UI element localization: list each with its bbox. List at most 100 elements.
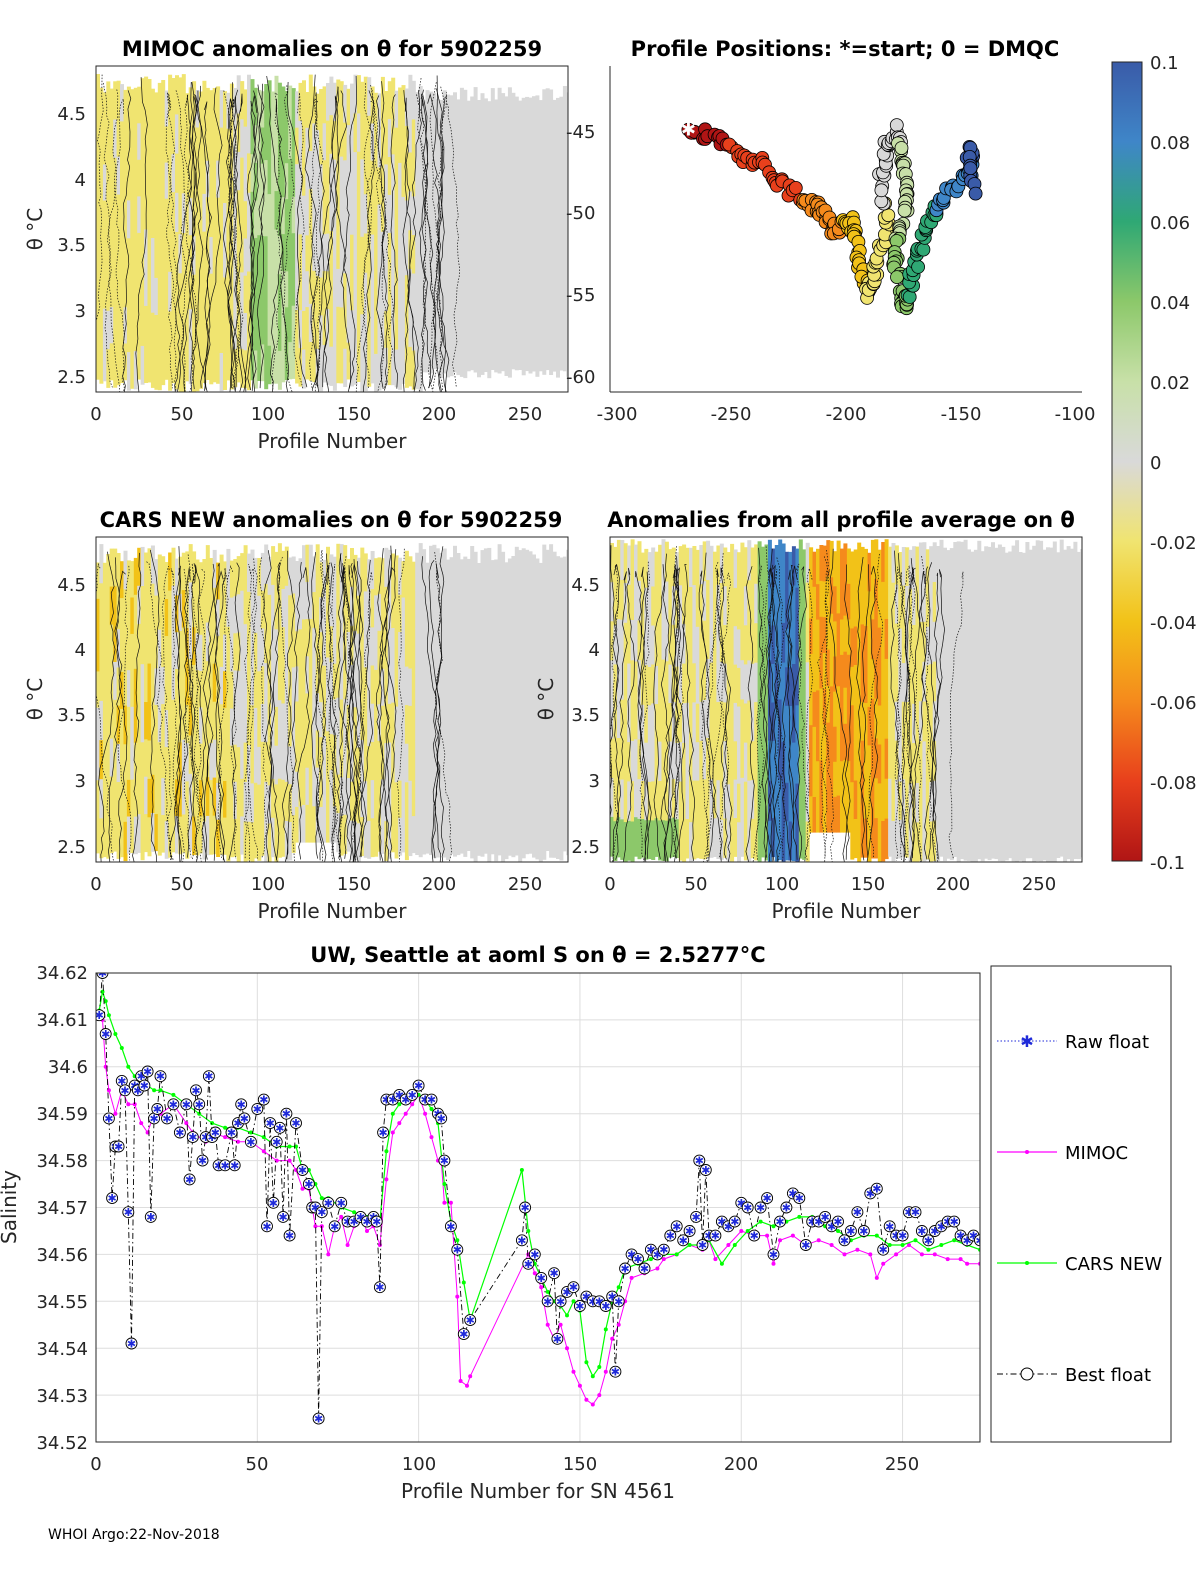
heatmap-cell [542, 124, 547, 162]
heatmap-cell [456, 741, 461, 780]
heatmap-cell [1070, 665, 1074, 706]
heatmap-cell [229, 274, 234, 314]
heatmap-cell [477, 203, 481, 239]
heatmap-cell [980, 667, 985, 707]
heatmap-cell [195, 90, 200, 129]
heatmap-cell [96, 780, 100, 818]
heatmap-cell [850, 705, 855, 745]
heatmap-cell [521, 703, 526, 743]
heatmap-cell [315, 767, 320, 806]
heatmap-cell [308, 767, 313, 806]
contour-line [698, 570, 723, 862]
heatmap-cell [1059, 539, 1064, 580]
best-float-point [315, 1206, 328, 1219]
heatmap-cell [99, 622, 104, 663]
heatmap-cell [1032, 545, 1037, 586]
heatmap-cell [250, 627, 255, 668]
heatmap-cell [905, 818, 910, 858]
heatmap-cell [528, 815, 533, 854]
heatmap-cell [281, 741, 286, 781]
heatmap-cell [226, 200, 231, 237]
heatmap-cell [133, 313, 138, 352]
heatmap-cell [178, 234, 183, 274]
heatmap-cell [490, 596, 495, 635]
heatmap-cell [556, 237, 560, 273]
heatmap-cell [528, 626, 533, 665]
heatmap-cell [1035, 700, 1040, 741]
colorbar-tick: -0.08 [1150, 773, 1197, 794]
heatmap-cell [154, 129, 159, 168]
heatmap-cell [281, 197, 286, 235]
heatmap-cell [154, 741, 159, 779]
heatmap-cell [302, 545, 306, 583]
heatmap-cell [164, 747, 169, 785]
heatmap-cell [442, 664, 447, 704]
heatmap-cell [490, 670, 495, 708]
heatmap-cell [963, 619, 968, 661]
heatmap-cell [319, 277, 324, 316]
heatmap-cell [521, 741, 526, 781]
heatmap-cell [473, 590, 478, 630]
raw-float-point: ✱ [930, 1225, 939, 1238]
heatmap-cell [161, 232, 166, 271]
heatmap-cell [525, 625, 530, 665]
heatmap-cell [116, 156, 121, 196]
heatmap-cell [446, 634, 451, 673]
heatmap-cell [219, 202, 224, 241]
heatmap-cell [305, 163, 310, 201]
heatmap-cell [507, 159, 512, 197]
mimoc-point [629, 1275, 634, 1280]
mimoc-point [410, 1102, 415, 1107]
raw-float-point: ✱ [266, 1117, 275, 1130]
heatmap-cell [446, 235, 451, 272]
best-float-point [296, 1164, 309, 1176]
heatmap-cell [870, 579, 875, 620]
heatmap-cell [439, 740, 444, 780]
heatmap-cell [137, 700, 142, 739]
heatmap-cell [785, 821, 790, 861]
heatmap-cell [894, 818, 899, 859]
heatmap-cell [223, 817, 227, 855]
heatmap-cell [394, 349, 399, 388]
heatmap-cell [984, 702, 989, 742]
heatmap-cell [442, 337, 447, 374]
heatmap-cell [106, 119, 111, 159]
mimoc-point [590, 1402, 595, 1407]
heatmap-cell [532, 164, 536, 200]
raw-float-point: ✱ [101, 1028, 110, 1041]
heatmap-cell [243, 350, 248, 389]
best-float-point [851, 1206, 864, 1219]
heatmap-cell [453, 817, 457, 857]
heatmap-cell [302, 730, 306, 769]
heatmap-cell [398, 817, 403, 856]
mimoc-point [945, 1257, 950, 1262]
heatmap-cell [123, 821, 128, 862]
heatmap-cell [528, 551, 533, 590]
raw-float-point: ✱ [737, 1197, 746, 1210]
heatmap-cell [532, 667, 536, 707]
heatmap-cell [113, 272, 118, 312]
heatmap-cell [312, 592, 317, 629]
heatmap-cell [713, 780, 717, 819]
contour-line [701, 552, 715, 862]
heatmap-cell [102, 709, 107, 747]
heatmap-cell [408, 308, 413, 348]
heatmap-cell [1039, 820, 1044, 862]
heatmap-cell [507, 632, 512, 671]
heatmap-cell [188, 346, 193, 384]
heatmap-cell [798, 579, 803, 620]
heatmap-cell [816, 725, 820, 762]
heatmap-cell [353, 745, 358, 784]
heatmap-cell [507, 232, 512, 269]
heatmap-cell [459, 232, 464, 269]
contour-line [362, 100, 374, 389]
heatmap-cell [1028, 819, 1033, 859]
heatmap-cell [422, 739, 427, 779]
heatmap-cell [113, 662, 118, 701]
contour-line [268, 562, 281, 861]
heatmap-cell [181, 702, 186, 741]
heatmap-cell [915, 625, 920, 666]
contour-line [266, 75, 284, 392]
heatmap-cell [494, 269, 499, 305]
heatmap-cell [274, 75, 279, 115]
